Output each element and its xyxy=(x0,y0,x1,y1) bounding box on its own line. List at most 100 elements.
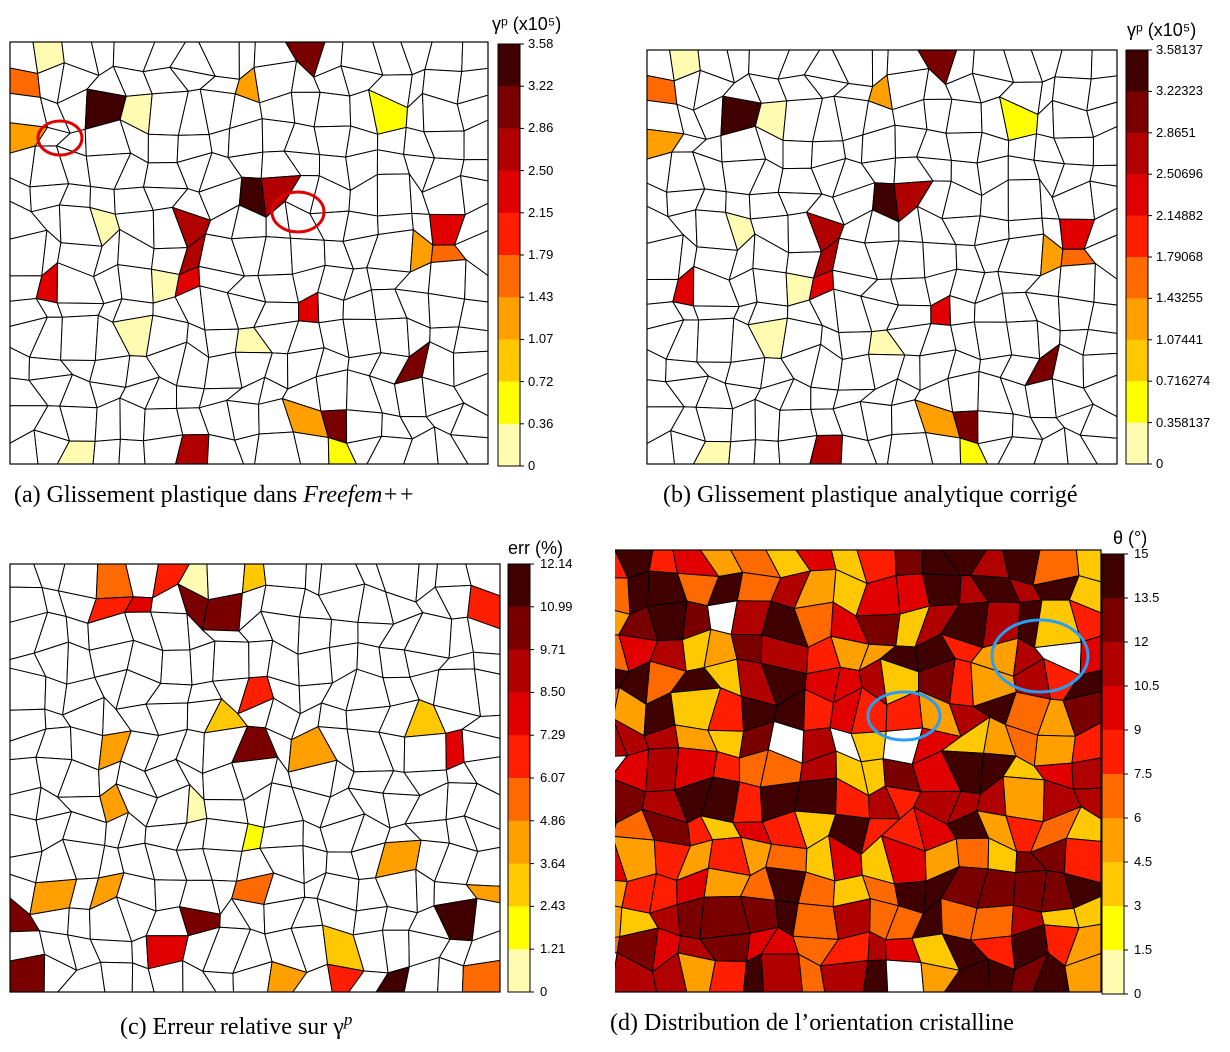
colorbar-band xyxy=(1126,91,1148,134)
grain xyxy=(118,438,146,465)
grain-polygons-b xyxy=(646,49,1118,465)
grain-polygons-a xyxy=(9,41,489,465)
grain xyxy=(424,41,464,73)
caption-a: (a) Glissement plastique dans Freefem++ xyxy=(14,482,415,509)
grain xyxy=(117,264,154,304)
grain xyxy=(458,298,489,332)
highlight-circle xyxy=(36,119,84,157)
colorbar-tick-label: 12.14 xyxy=(540,556,573,571)
grain xyxy=(782,139,814,170)
colorbar-band xyxy=(508,606,530,651)
colorbar-tick-label: 3.64 xyxy=(540,855,566,871)
grain xyxy=(728,439,757,465)
colorbar-tick-label: 2.15 xyxy=(528,204,554,220)
grain xyxy=(212,640,250,682)
colorbar-band xyxy=(1102,730,1124,775)
grain xyxy=(1090,49,1118,80)
grain xyxy=(403,732,447,773)
colorbar-band xyxy=(498,255,520,298)
grain xyxy=(794,777,838,815)
caption-b: (b) Glissement plastique analytique corr… xyxy=(663,482,1078,509)
colorbar-band xyxy=(498,128,520,172)
colorbar-tick-label: 15 xyxy=(1134,546,1149,561)
colorbar-tick-label: 2.86 xyxy=(528,120,554,136)
colorbar-tick-label: 1.43 xyxy=(528,289,554,305)
highlight-circle xyxy=(866,690,942,742)
colorbar-band xyxy=(1102,950,1124,995)
colorbar-tick-label: 0 xyxy=(1156,456,1164,471)
grain xyxy=(1002,775,1045,823)
caption-a-text: (a) Glissement plastique dans xyxy=(14,482,304,508)
caption-d-text: (d) Distribution de l’orientation crista… xyxy=(610,1010,1014,1036)
colorbar-band xyxy=(1126,132,1148,175)
grain xyxy=(708,960,748,993)
colorbar-band xyxy=(1126,50,1148,92)
colorbar-tick-label: 1.43255 xyxy=(1156,290,1203,306)
colorbar-tick-label: 0.358137 xyxy=(1156,414,1211,430)
colorbar-band xyxy=(1102,642,1124,687)
colorbar-tick-label: 7.29 xyxy=(540,727,566,743)
colorbar-tick-label: 2.43 xyxy=(540,898,566,914)
grain xyxy=(427,259,467,300)
colorbar-band xyxy=(1102,862,1124,907)
grain xyxy=(945,131,983,164)
grain xyxy=(973,321,1013,361)
colorbar-tick-label: 0.36 xyxy=(528,415,554,431)
grain xyxy=(819,960,869,993)
grain xyxy=(1033,734,1076,767)
colorbar-band xyxy=(1126,381,1148,424)
grain xyxy=(60,314,99,362)
grain xyxy=(393,376,427,418)
grain-map-c xyxy=(9,563,534,993)
colorbar-band xyxy=(508,906,530,950)
grain xyxy=(955,837,990,870)
caption-d: (d) Distribution de l’orientation crista… xyxy=(610,1010,1014,1037)
colorbar-band xyxy=(508,863,530,907)
colorbar-tick-label: 3.22323 xyxy=(1156,83,1203,99)
grain xyxy=(376,173,413,217)
grain xyxy=(1005,320,1041,360)
caption-b-text: (b) Glissement plastique analytique corr… xyxy=(663,482,1078,508)
grain xyxy=(160,649,193,686)
highlight-circle xyxy=(270,190,326,234)
colorbar-tick-label: 10.5 xyxy=(1134,678,1160,693)
grain-polygons-c xyxy=(9,563,501,993)
grain xyxy=(147,133,179,164)
grain xyxy=(1071,757,1102,790)
grain-polygons-d xyxy=(615,549,1102,993)
colorbar-band xyxy=(498,44,520,87)
grain xyxy=(1087,301,1118,334)
colorbar-tick-label: 10.99 xyxy=(540,598,573,614)
grain xyxy=(452,326,489,354)
grain xyxy=(100,961,134,993)
colorbar-tick-label: 0.716274 xyxy=(1156,373,1211,389)
highlight-circles-d xyxy=(866,618,1090,742)
colorbar-tick-label: 12 xyxy=(1134,634,1149,649)
colorbar-tick-label: 1.07 xyxy=(528,331,554,347)
grain xyxy=(434,563,472,588)
grain xyxy=(752,267,789,307)
grain xyxy=(969,904,1015,941)
colorbar-band xyxy=(508,735,530,779)
colorbar-a xyxy=(497,43,524,467)
caption-c: (c) Erreur relative sur γp xyxy=(120,1010,352,1041)
colorbar-band xyxy=(508,564,530,608)
grain xyxy=(894,549,924,576)
grain xyxy=(792,902,839,941)
colorbar-band xyxy=(1102,774,1124,819)
grain xyxy=(1054,49,1093,80)
colorbar-band xyxy=(508,778,530,822)
grain xyxy=(315,369,349,412)
colorbar-tick-label: 4.86 xyxy=(540,812,566,828)
colorbar-band xyxy=(498,170,520,214)
colorbar-band xyxy=(1102,686,1124,731)
colorbar-tick-label: 1.79 xyxy=(528,247,554,262)
colorbar-tick-label: 6 xyxy=(1134,810,1142,825)
colorbar-tick-label: 1.5 xyxy=(1134,942,1153,957)
colorbar-band xyxy=(1102,818,1124,863)
grain xyxy=(313,125,352,158)
colorbar-tick-label: 7.5 xyxy=(1134,766,1153,781)
grain xyxy=(67,907,91,940)
colorbar-band xyxy=(1102,906,1124,951)
grain xyxy=(461,41,489,73)
